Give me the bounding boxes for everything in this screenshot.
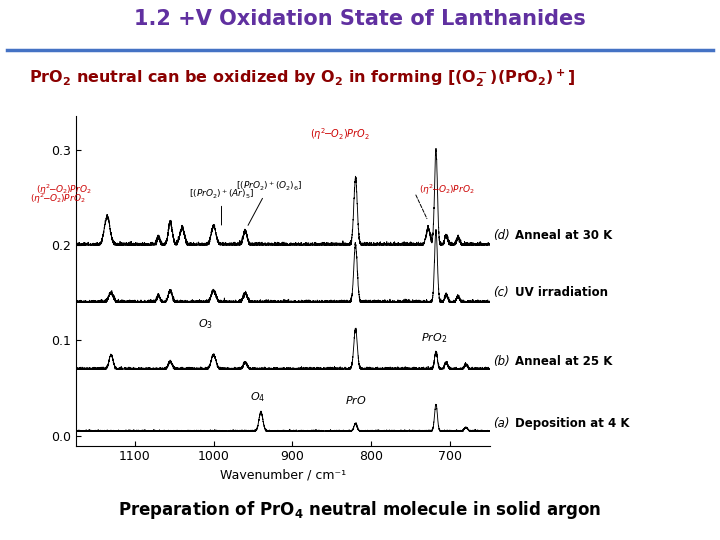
Text: UV irradiation: UV irradiation — [515, 286, 608, 299]
Text: $PrO$: $PrO$ — [345, 394, 366, 407]
Text: $\mathbf{PrO_2}$ neutral can be oxidized by $\mathbf{O_2}$ in forming $\mathbf{[: $\mathbf{PrO_2}$ neutral can be oxidized… — [29, 68, 575, 89]
Text: (a): (a) — [493, 417, 510, 430]
Text: $[(PrO_2)^+(O_2)_6]$: $[(PrO_2)^+(O_2)_6]$ — [235, 180, 302, 225]
Text: Deposition at 4 K: Deposition at 4 K — [515, 417, 629, 430]
Text: $[(PrO_2)^+(Ar)_5]$: $[(PrO_2)^+(Ar)_5]$ — [189, 187, 254, 225]
Text: (d): (d) — [493, 229, 510, 242]
Text: 1.2 +V Oxidation State of Lanthanides: 1.2 +V Oxidation State of Lanthanides — [134, 9, 586, 29]
Text: Anneal at 30 K: Anneal at 30 K — [515, 229, 612, 242]
Text: (c): (c) — [493, 286, 509, 299]
Text: Anneal at 25 K: Anneal at 25 K — [515, 355, 612, 368]
Text: $O_4$: $O_4$ — [250, 390, 266, 404]
Text: $(\eta^2\!\!-\!\!O_2)PrO_2$: $(\eta^2\!\!-\!\!O_2)PrO_2$ — [310, 126, 370, 142]
Text: $O_3$: $O_3$ — [198, 317, 213, 331]
Text: (b): (b) — [493, 355, 510, 368]
Text: $(\eta^2\!\!-\!\!O_2)PrO_2$: $(\eta^2\!\!-\!\!O_2)PrO_2$ — [36, 183, 91, 197]
X-axis label: Wavenumber / cm⁻¹: Wavenumber / cm⁻¹ — [220, 469, 346, 482]
Text: Preparation of $\mathbf{PrO_4}$ neutral molecule in solid argon: Preparation of $\mathbf{PrO_4}$ neutral … — [118, 500, 602, 521]
Text: $(\eta^2\!\!-\!\!O_2)PrO_2$: $(\eta^2\!\!-\!\!O_2)PrO_2$ — [30, 192, 86, 206]
Text: $(\eta^2\!\!-\!\!O_2)PrO_2$: $(\eta^2\!\!-\!\!O_2)PrO_2$ — [418, 183, 474, 197]
Text: $PrO_2$: $PrO_2$ — [421, 332, 448, 345]
